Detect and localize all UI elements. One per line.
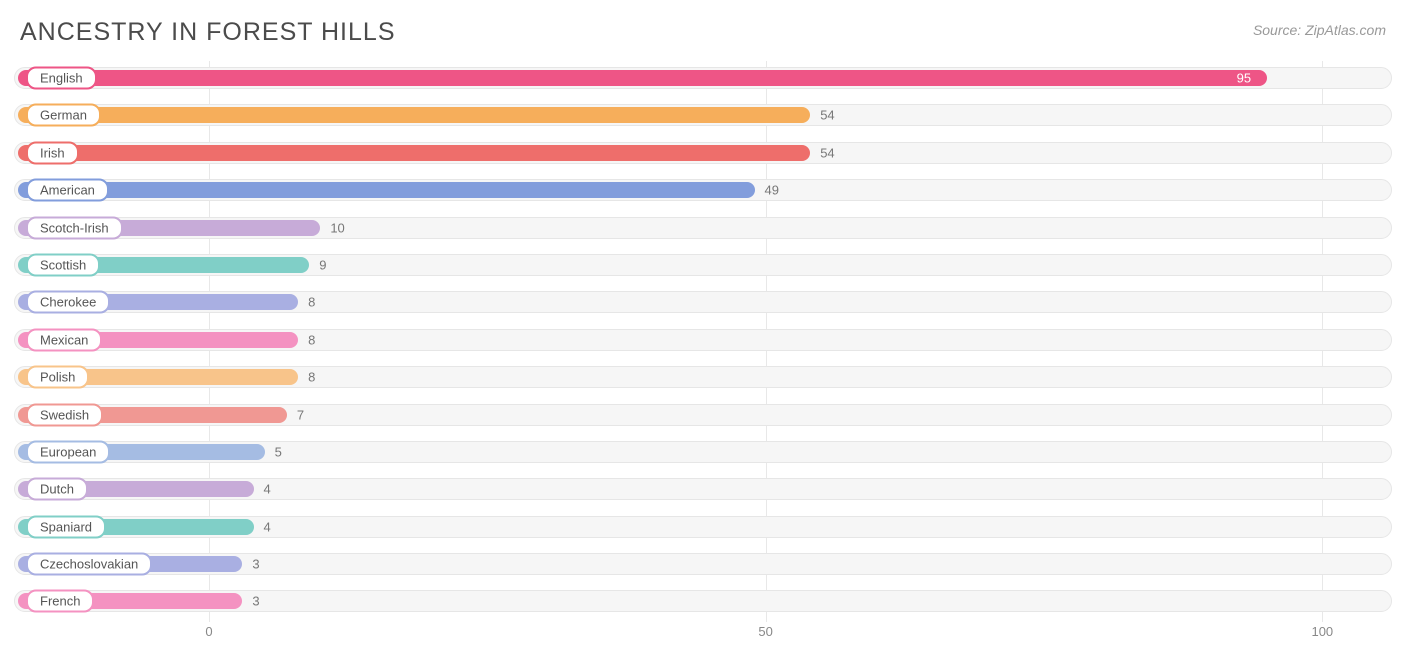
bar-label-pill: Scotch-Irish	[26, 216, 123, 239]
bar-fill	[18, 107, 810, 123]
bar-label-pill: French	[26, 590, 94, 613]
bar-row: Czechoslovakian 3	[14, 547, 1392, 581]
bar-label-pill: English	[26, 67, 97, 90]
x-axis: 0 50 100	[14, 622, 1392, 646]
bar-row: Scotch-Irish 10	[14, 211, 1392, 245]
bar-label-pill: American	[26, 179, 109, 202]
bar-label-pill: Scottish	[26, 253, 100, 276]
ancestry-bar-chart: English95German54Irish54American49Scotch…	[14, 61, 1392, 646]
bar-label-pill: German	[26, 104, 101, 127]
bar-row: Polish 8	[14, 360, 1392, 394]
bar-row: European 5	[14, 435, 1392, 469]
bar-value: 3	[252, 594, 259, 609]
bar-row: Swedish 7	[14, 398, 1392, 432]
axis-tick: 50	[758, 624, 772, 639]
bar-label-pill: Spaniard	[26, 515, 106, 538]
bar-label-pill: Irish	[26, 141, 79, 164]
bar-row: Spaniard 4	[14, 510, 1392, 544]
bar-value: 54	[820, 145, 834, 160]
bar-value: 4	[264, 519, 271, 534]
bar-row: Cherokee 8	[14, 285, 1392, 319]
bar-value: 4	[264, 482, 271, 497]
bar-value: 8	[308, 332, 315, 347]
source-attribution: Source: ZipAtlas.com	[1253, 22, 1386, 38]
bar-row: French 3	[14, 584, 1392, 618]
page-title: ANCESTRY IN FOREST HILLS	[20, 18, 396, 47]
bar-row: German 54	[14, 98, 1392, 132]
bar-fill	[18, 70, 1267, 86]
bar-fill	[18, 145, 810, 161]
bar-value: 10	[330, 220, 344, 235]
header: ANCESTRY IN FOREST HILLS Source: ZipAtla…	[0, 0, 1406, 57]
bar-row: Dutch 4	[14, 472, 1392, 506]
bar-label-pill: European	[26, 440, 110, 463]
bar-label-pill: Cherokee	[26, 291, 110, 314]
bar-value: 8	[308, 295, 315, 310]
bar-value: 54	[820, 108, 834, 123]
bar-row: Scottish 9	[14, 248, 1392, 282]
bar-value: 3	[252, 557, 259, 572]
bar-label-pill: Mexican	[26, 328, 102, 351]
bar-value: 9	[319, 257, 326, 272]
bar-row: Mexican 8	[14, 323, 1392, 357]
axis-tick: 100	[1311, 624, 1333, 639]
bar-label-pill: Polish	[26, 366, 89, 389]
bar-value: 8	[308, 370, 315, 385]
bar-fill	[18, 182, 755, 198]
bar-label-pill: Czechoslovakian	[26, 553, 152, 576]
bar-value: 95	[1237, 71, 1251, 86]
bar-row: American 49	[14, 173, 1392, 207]
bar-row: English 95	[14, 61, 1392, 95]
bar-value: 49	[765, 183, 779, 198]
axis-tick: 0	[205, 624, 212, 639]
bar-value: 7	[297, 407, 304, 422]
bar-label-pill: Swedish	[26, 403, 103, 426]
bar-label-pill: Dutch	[26, 478, 88, 501]
bar-value: 5	[275, 444, 282, 459]
bar-row: Irish 54	[14, 136, 1392, 170]
